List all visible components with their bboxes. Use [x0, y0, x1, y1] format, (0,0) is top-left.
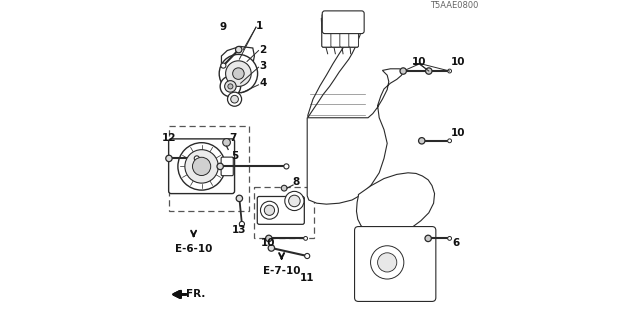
Circle shape	[426, 69, 429, 73]
Circle shape	[226, 61, 252, 86]
Circle shape	[305, 253, 310, 259]
Circle shape	[185, 150, 218, 183]
Circle shape	[304, 236, 308, 240]
FancyBboxPatch shape	[254, 187, 314, 238]
Circle shape	[448, 139, 452, 143]
Circle shape	[227, 92, 242, 106]
Text: T5AAE0800: T5AAE0800	[430, 1, 479, 10]
Circle shape	[231, 95, 239, 103]
FancyBboxPatch shape	[169, 139, 235, 194]
Text: 8: 8	[292, 177, 300, 187]
FancyBboxPatch shape	[221, 157, 234, 176]
FancyBboxPatch shape	[323, 11, 364, 34]
Polygon shape	[221, 46, 254, 78]
FancyBboxPatch shape	[331, 20, 340, 47]
Text: 10: 10	[261, 238, 275, 248]
Circle shape	[266, 235, 272, 242]
FancyBboxPatch shape	[322, 17, 332, 47]
FancyBboxPatch shape	[349, 17, 358, 47]
Text: FR.: FR.	[186, 289, 205, 299]
Circle shape	[264, 205, 275, 215]
Circle shape	[220, 76, 241, 97]
FancyBboxPatch shape	[169, 126, 249, 211]
Polygon shape	[356, 173, 435, 234]
Circle shape	[217, 163, 223, 170]
Circle shape	[225, 81, 236, 92]
Text: 11: 11	[300, 273, 314, 284]
Text: 7: 7	[229, 133, 236, 143]
Circle shape	[448, 236, 452, 240]
FancyBboxPatch shape	[349, 20, 358, 47]
Circle shape	[284, 164, 289, 169]
Text: 3: 3	[259, 60, 266, 71]
Circle shape	[193, 157, 211, 175]
Circle shape	[239, 221, 244, 227]
Circle shape	[236, 195, 243, 202]
Circle shape	[371, 246, 404, 279]
Circle shape	[285, 191, 304, 211]
FancyBboxPatch shape	[340, 20, 349, 47]
FancyBboxPatch shape	[340, 14, 349, 47]
Text: 10: 10	[451, 57, 466, 68]
FancyBboxPatch shape	[322, 14, 332, 47]
Polygon shape	[307, 69, 403, 204]
FancyBboxPatch shape	[331, 17, 340, 47]
Text: E-7-10: E-7-10	[263, 266, 300, 276]
Circle shape	[289, 195, 300, 207]
Circle shape	[236, 46, 242, 53]
Circle shape	[178, 143, 225, 190]
Circle shape	[378, 253, 397, 272]
Circle shape	[282, 185, 287, 191]
Text: 13: 13	[232, 225, 246, 235]
FancyBboxPatch shape	[322, 20, 332, 47]
Text: 9: 9	[220, 22, 227, 32]
Text: 2: 2	[259, 44, 266, 55]
Text: 1: 1	[256, 20, 263, 31]
Circle shape	[448, 69, 452, 73]
Circle shape	[260, 201, 278, 219]
Circle shape	[400, 68, 406, 74]
FancyArrowPatch shape	[174, 291, 186, 298]
Circle shape	[219, 54, 258, 93]
Circle shape	[233, 68, 244, 79]
Circle shape	[195, 156, 200, 161]
FancyBboxPatch shape	[257, 196, 305, 224]
Circle shape	[425, 235, 431, 242]
Circle shape	[228, 84, 233, 89]
FancyBboxPatch shape	[355, 227, 436, 301]
FancyBboxPatch shape	[349, 14, 358, 47]
Circle shape	[426, 68, 432, 74]
Circle shape	[223, 139, 230, 146]
Polygon shape	[308, 29, 361, 118]
Circle shape	[221, 63, 226, 68]
Text: 4: 4	[259, 78, 267, 88]
Text: 10: 10	[451, 128, 466, 138]
FancyBboxPatch shape	[340, 17, 349, 47]
Circle shape	[166, 155, 172, 162]
Text: 12: 12	[162, 133, 176, 143]
Text: 6: 6	[453, 238, 460, 248]
Text: E-6-10: E-6-10	[175, 244, 212, 254]
Text: 10: 10	[412, 57, 426, 68]
Circle shape	[419, 138, 425, 144]
Circle shape	[268, 245, 275, 251]
FancyBboxPatch shape	[331, 14, 340, 47]
Text: 5: 5	[232, 151, 239, 161]
